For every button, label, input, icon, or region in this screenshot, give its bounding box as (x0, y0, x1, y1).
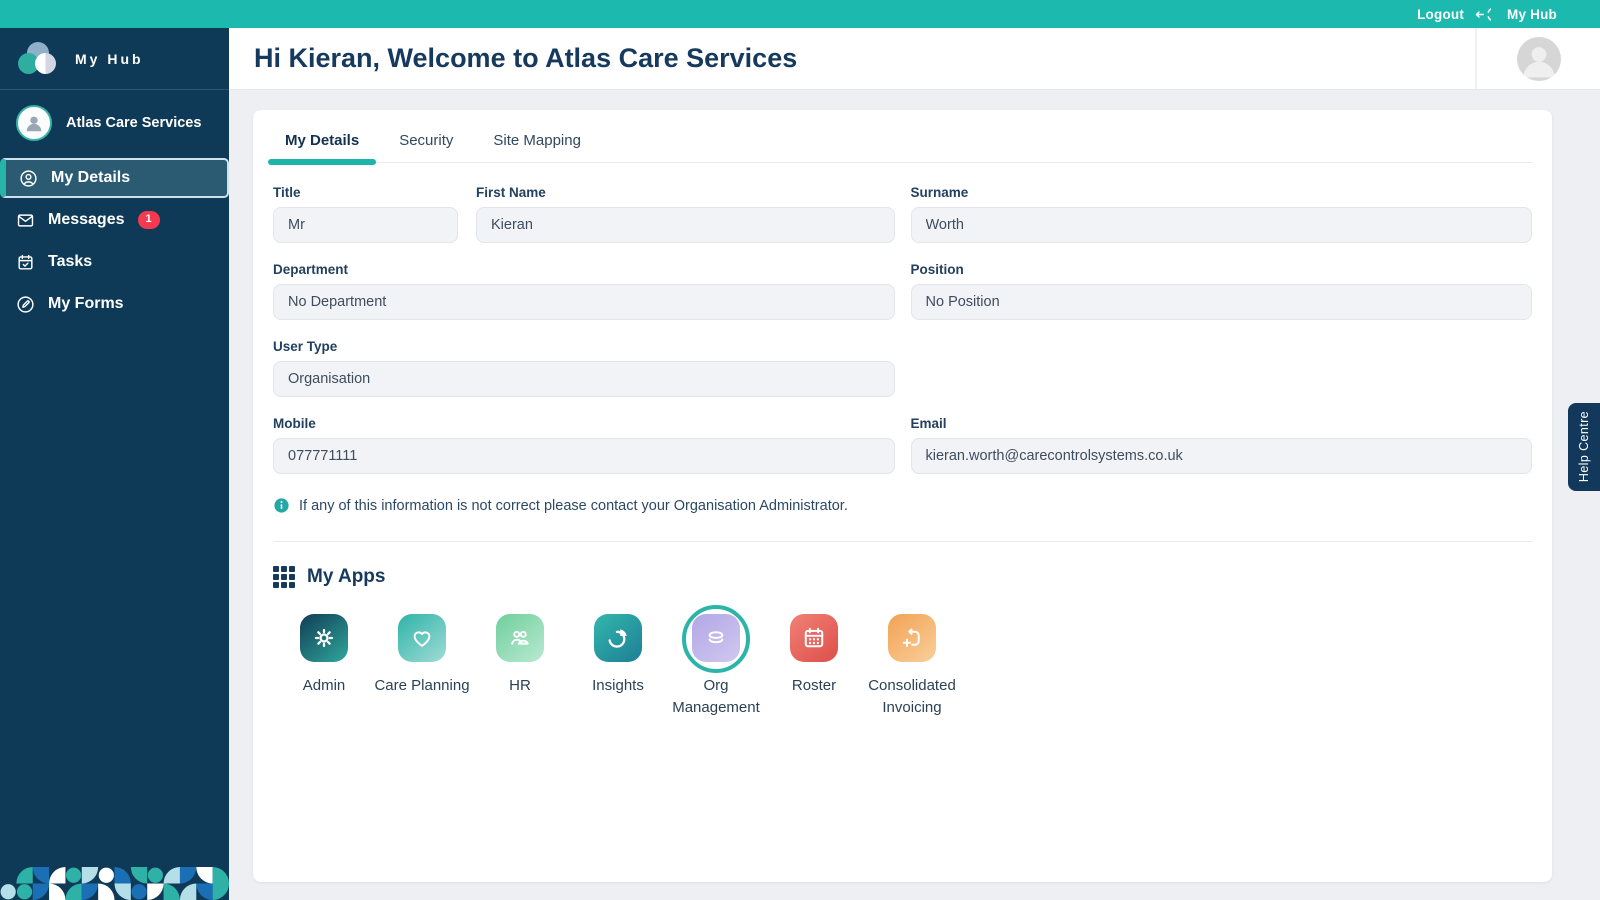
app-admin[interactable]: Admin (275, 614, 373, 719)
app-label: Insights (592, 677, 644, 694)
details-card: My Details Security Site Mapping Title Fir… (253, 110, 1552, 882)
tab-my-details[interactable]: My Details (267, 118, 377, 165)
organisation-name: Atlas Care Services (66, 115, 202, 131)
tab-security[interactable]: Security (399, 132, 454, 149)
sidebar-item-label: Messages (48, 211, 125, 228)
department-input[interactable] (273, 284, 895, 320)
title-input[interactable] (273, 207, 458, 243)
app-label: Org Management (672, 677, 760, 716)
top-bar: Logout My Hub (0, 0, 1600, 28)
app-roster[interactable]: Roster (765, 614, 863, 719)
person-circle-icon (18, 169, 38, 188)
pencil-circle-icon (15, 295, 35, 314)
app-label: Roster (791, 677, 837, 694)
info-note-text: If any of this information is not correc… (299, 497, 848, 514)
my-apps-header: My Apps (273, 566, 1532, 588)
apps-grid-icon[interactable] (1567, 5, 1586, 24)
organisation-row[interactable]: Atlas Care Services (0, 90, 229, 158)
section-divider (273, 541, 1532, 542)
user-type-field: User Type (273, 339, 895, 397)
sidebar-item-messages[interactable]: Messages 1 (0, 200, 229, 240)
position-input[interactable] (910, 284, 1532, 320)
help-centre-label: Help Centre (1577, 411, 1591, 483)
my-hub-link[interactable]: My Hub (1507, 6, 1557, 22)
tabs-row: My Details Security Site Mapping (267, 118, 1532, 165)
surname-input[interactable] (910, 207, 1532, 243)
sidebar-item-label: My Forms (48, 295, 124, 312)
my-apps-grid-icon (273, 566, 295, 588)
sidebar-item-my-details[interactable]: My Details (0, 158, 229, 198)
sidebar-menu: My Details Messages 1 Tasks My Forms (0, 158, 229, 324)
people-icon (496, 614, 544, 662)
app-care-planning[interactable]: Care Planning (373, 614, 471, 719)
title-field: Title (273, 185, 458, 243)
sidebar-item-tasks[interactable]: Tasks (0, 242, 229, 282)
app-label: Consolidated Invoicing (868, 677, 956, 716)
page-title: Hi Kieran, Welcome to Atlas Care Service… (254, 43, 798, 73)
logout-button[interactable]: Logout (1417, 6, 1465, 22)
help-centre-tab[interactable]: Help Centre (1568, 403, 1600, 491)
user-type-input[interactable] (273, 361, 895, 397)
sidebar-logo: My Hub (0, 28, 229, 90)
mobile-field: Mobile (273, 416, 895, 474)
user-avatar[interactable] (1516, 36, 1561, 81)
header-user-area (1475, 28, 1600, 89)
heart-icon (398, 614, 446, 662)
layers-icon (692, 614, 740, 662)
sidebar-item-label: My Details (51, 169, 131, 186)
department-label: Department (273, 262, 349, 277)
app-label: HR (509, 677, 531, 694)
unread-badge: 1 (137, 211, 160, 229)
email-label: Email (910, 416, 947, 431)
calendar-icon (790, 614, 838, 662)
gear-icon (300, 614, 348, 662)
first-name-input[interactable] (476, 207, 895, 243)
envelope-icon (15, 211, 35, 230)
app-hr[interactable]: HR (471, 614, 569, 719)
position-label: Position (910, 262, 964, 277)
sidebar-item-label: Tasks (48, 253, 93, 270)
content-area: My Details Security Site Mapping Title Fir… (229, 90, 1600, 900)
page-header: Hi Kieran, Welcome to Atlas Care Service… (229, 28, 1600, 90)
pie-chart-icon (594, 614, 642, 662)
email-input[interactable] (910, 438, 1532, 474)
surname-label: Surname (910, 185, 969, 200)
first-name-field: First Name (476, 185, 895, 243)
title-label: Title (273, 185, 301, 200)
department-field: Department (273, 262, 895, 320)
apps-row: Admin Care Planning HR Insights Org Mana… (273, 605, 1532, 719)
app-insights[interactable]: Insights (569, 614, 667, 719)
app-label: Care Planning (374, 677, 470, 694)
my-details-form: Title First Name Surname Department (273, 163, 1532, 514)
calendar-check-icon (15, 253, 35, 272)
logout-icon[interactable] (1474, 6, 1492, 23)
sidebar: My Hub Atlas Care Services My Details Me… (0, 28, 229, 900)
app-consolidated-invoicing[interactable]: Consolidated Invoicing (863, 614, 961, 719)
my-hub-cloud-logo-icon (18, 41, 60, 76)
sidebar-mosaic-decoration (0, 867, 229, 900)
mobile-label: Mobile (273, 416, 316, 431)
app-label: Admin (302, 677, 346, 694)
organisation-avatar (16, 105, 52, 141)
info-icon (274, 498, 289, 513)
tab-site-mapping[interactable]: Site Mapping (493, 132, 581, 149)
user-type-label: User Type (273, 339, 338, 354)
info-note: If any of this information is not correc… (273, 497, 1532, 514)
first-name-label: First Name (476, 185, 546, 200)
invoice-icon (888, 614, 936, 662)
mobile-input[interactable] (273, 438, 895, 474)
surname-field: Surname (910, 185, 1532, 243)
app-org-management[interactable]: Org Management (667, 605, 765, 719)
email-field: Email (910, 416, 1532, 474)
position-field: Position (910, 262, 1532, 320)
sidebar-item-my-forms[interactable]: My Forms (0, 284, 229, 324)
sidebar-logo-label: My Hub (75, 50, 144, 67)
my-apps-title: My Apps (307, 566, 386, 587)
